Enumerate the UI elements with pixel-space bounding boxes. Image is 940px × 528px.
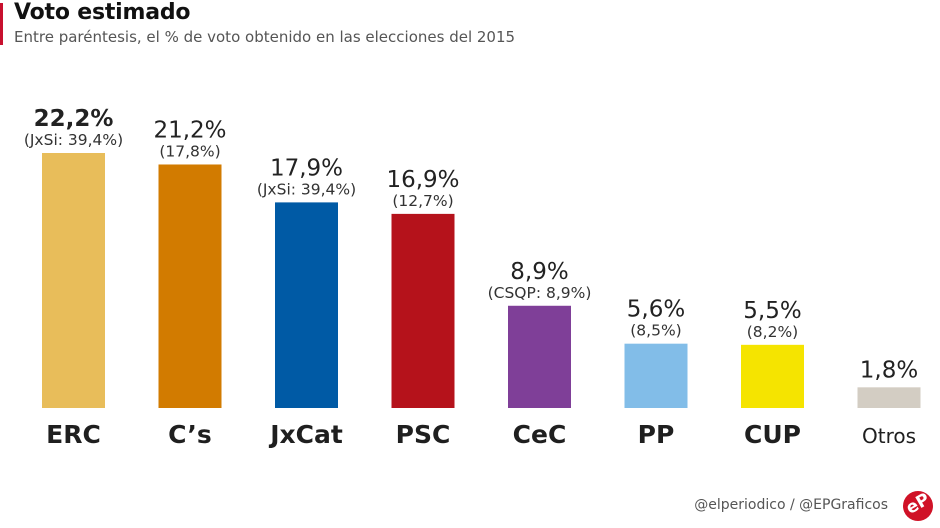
category-label: Otros [862,424,916,448]
category-label: PSC [396,420,451,449]
previous-result-label: (JxSi: 39,4%) [257,180,356,198]
value-label: 22,2% [34,106,114,132]
value-label: 5,5% [743,298,801,324]
bar-erc [42,153,105,408]
elperiodico-logo-icon: eP [903,489,933,521]
chart-title: Voto estimado [14,0,191,25]
category-label: CeC [513,420,567,449]
value-label: 21,2% [153,117,226,143]
bar-cs [158,164,222,408]
title-accent-bar [0,3,3,45]
previous-result-label: (17,8%) [159,142,220,160]
bar-cec [508,305,571,408]
value-label: 17,9% [270,155,343,181]
footer-credit: @elperiodico / @EPGraficos [694,497,888,513]
bar-otros [857,387,921,408]
previous-result-label: (JxSi: 39,4%) [24,131,123,149]
category-label: JxCat [268,420,343,449]
value-label: 1,8% [860,357,918,383]
bar-cup [741,344,804,408]
previous-result-label: (8,2%) [747,323,798,341]
previous-result-label: (8,5%) [630,322,681,340]
bar-psc [391,213,455,408]
value-label: 8,9% [510,259,568,285]
chart-subtitle: Entre paréntesis, el % de voto obtenido … [14,28,516,46]
value-label: 16,9% [386,167,459,193]
category-label: C’s [168,420,212,449]
category-label: CUP [744,420,801,449]
bar-jxcat [275,202,338,408]
category-label: PP [638,420,675,449]
value-label: 5,6% [627,297,685,323]
category-label: ERC [46,420,101,449]
bar-pp [624,343,688,408]
previous-result-label: (12,7%) [392,192,453,210]
previous-result-label: (CSQP: 8,9%) [488,284,592,302]
